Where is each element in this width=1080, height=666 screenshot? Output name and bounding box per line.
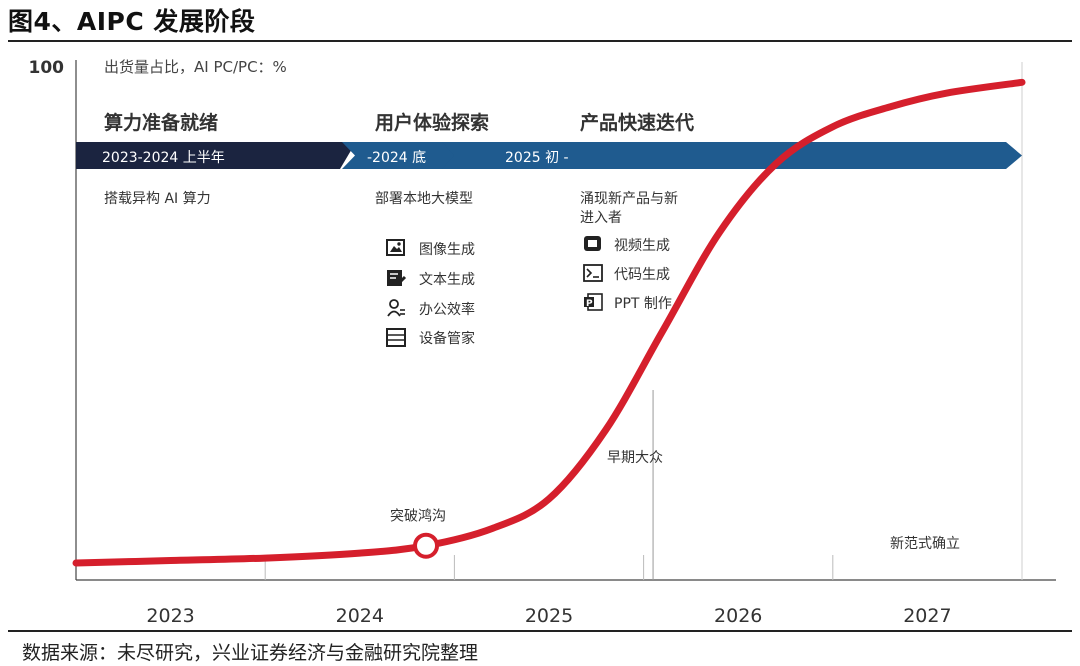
figure-title: 图4、AIPC 发展阶段	[8, 7, 256, 36]
x-tick-label: 2027	[903, 605, 951, 627]
annotation-new-paradigm: 新范式确立	[890, 535, 960, 552]
series-line	[72, 78, 1026, 567]
x-tick-label: 2024	[336, 605, 384, 627]
x-tick-label: 2026	[714, 605, 762, 627]
phase-heading-1: 算力准备就绪	[104, 111, 218, 134]
y-axis-title: 出货量占比，AI PC/PC：%	[104, 58, 287, 76]
y-max-label: 100	[29, 58, 65, 78]
phase-desc-3-line1: 涌现新产品与新	[580, 191, 678, 207]
title-rule	[8, 40, 1072, 42]
phase-heading-2: 用户体验探索	[375, 111, 489, 134]
image-icon	[386, 239, 405, 256]
document-edit-icon	[387, 270, 407, 287]
band-label-2: -2024 底	[367, 150, 426, 166]
feature-label: 文本生成	[419, 272, 475, 288]
video-icon	[584, 236, 601, 251]
phase-desc-1: 搭载异构 AI 算力	[104, 191, 211, 207]
phase-desc-2: 部署本地大模型	[375, 191, 473, 207]
phase-heading-3: 产品快速迭代	[580, 111, 694, 134]
person-icon	[387, 299, 405, 317]
feature-label: 代码生成	[614, 267, 670, 283]
phase-desc-3-line2: 进入者	[580, 210, 622, 226]
svg-text:P: P	[586, 299, 593, 309]
band-phase-2	[342, 142, 458, 169]
feature-label: 设备管家	[419, 330, 475, 347]
band-label-1: 2023-2024 上半年	[102, 150, 225, 166]
feature-label: 办公效率	[419, 301, 475, 318]
band-phase-1	[76, 142, 356, 169]
source-note: 数据来源：未尽研究，兴业证券经济与金融研究院整理	[22, 642, 479, 664]
marker-label: 突破鸿沟	[390, 508, 446, 525]
terminal-icon	[583, 264, 603, 282]
feature-label: 视频生成	[614, 238, 670, 254]
list-icon	[386, 328, 406, 347]
ppt-icon: P	[584, 293, 603, 311]
footer-rule	[8, 630, 1072, 632]
band-phase-3	[442, 142, 1022, 169]
x-tick-label: 2025	[525, 605, 573, 627]
band-label-3: 2025 初 -	[505, 149, 569, 166]
annotation-early-majority: 早期大众	[607, 450, 663, 466]
chasm-marker	[413, 532, 440, 559]
feature-label: 图像生成	[419, 242, 475, 258]
x-tick-label: 2023	[146, 605, 194, 627]
feature-label: PPT 制作	[614, 296, 672, 312]
